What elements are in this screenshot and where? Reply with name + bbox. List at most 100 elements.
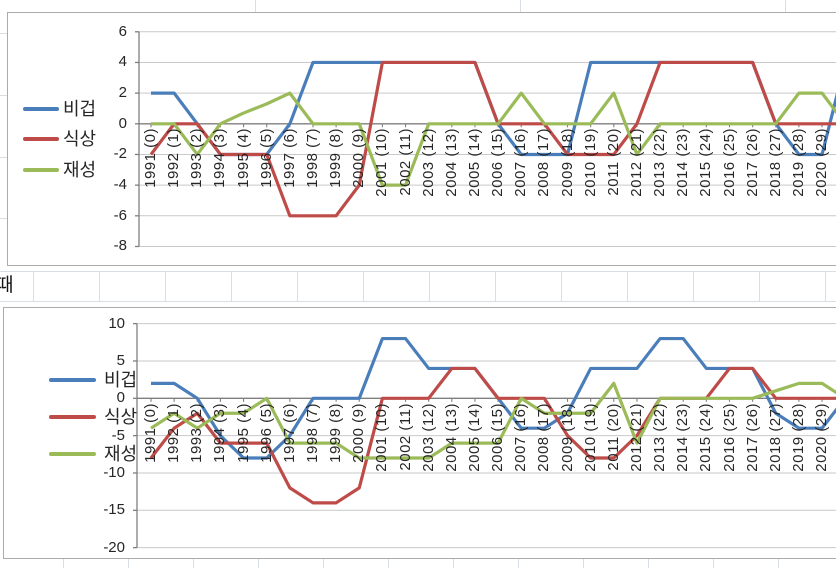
- y-axis-label: -15: [103, 501, 125, 519]
- sheet-gridline: [63, 559, 64, 568]
- sheet-gridline: [648, 559, 649, 568]
- sheet-gridline: [297, 271, 298, 301]
- y-axis-label: 5: [116, 351, 125, 369]
- sheet-gridline: [388, 559, 389, 568]
- x-axis-label: 2010 (19): [581, 128, 599, 198]
- x-axis-label: 1997 (6): [280, 128, 298, 189]
- x-axis-label: 2018 (27): [766, 128, 784, 198]
- sheet-cell-text[interactable]: 때: [0, 275, 14, 296]
- y-axis-label: -4: [113, 176, 127, 194]
- y-axis-label: 4: [118, 53, 127, 71]
- sheet-gridline: [0, 157, 7, 158]
- sheet-gridline: [627, 271, 628, 301]
- x-axis-label: 1991 (0): [142, 402, 159, 463]
- bottom-chart[interactable]: 10 5 0 -5 -10 -15 -20 1991 (0) 1992 (1) 1993 (2) 1…: [3, 307, 836, 559]
- sheet-gridline: [258, 559, 259, 568]
- legend-line-icon: [23, 168, 59, 172]
- x-axis-label: 2014 (23): [674, 402, 692, 472]
- sheet-gridline: [99, 271, 100, 301]
- y-axis-label: -8: [113, 237, 127, 255]
- x-axis-label: 2019 (28): [789, 402, 807, 472]
- y-axis-label: -10: [103, 463, 125, 481]
- x-axis-label: 2001 (10): [373, 402, 391, 472]
- sheet-gridline: [0, 271, 836, 272]
- sheet-gridline: [33, 271, 34, 301]
- x-axis-label: 2006 (15): [489, 402, 507, 472]
- x-axis-label: 2012 (21): [627, 128, 645, 198]
- x-axis-label: 2003 (12): [419, 402, 437, 472]
- legend-label: 비겁: [63, 99, 97, 119]
- x-axis-label: 1993 (2): [188, 128, 206, 189]
- x-axis-label: 2017 (26): [743, 128, 761, 198]
- x-axis-label: 2014 (23): [674, 128, 692, 198]
- x-axis-label: 2020 (29): [813, 402, 831, 472]
- sheet-gridline: [128, 559, 129, 568]
- x-axis-label: 2018 (27): [766, 402, 784, 472]
- legend-line-icon: [49, 378, 96, 382]
- plot-area: [135, 31, 836, 248]
- sheet-gridline: [785, 0, 786, 12]
- x-axis-label: 2011 (20): [604, 402, 622, 471]
- sheet-gridline: [429, 271, 430, 301]
- top-chart[interactable]: 6 4 2 0 -2 -4 -6 -8 1991 (0) 1992 (1) 1993 (2) 1994…: [7, 12, 836, 266]
- y-axis-label: -6: [113, 206, 127, 224]
- x-axis-label: 1995 (4): [234, 128, 252, 189]
- legend-line-icon: [23, 137, 59, 141]
- x-axis-label: 2001 (10): [373, 128, 391, 198]
- y-axis-label: -5: [111, 426, 125, 444]
- sheet-gridline: [255, 0, 256, 12]
- sheet-gridline: [693, 271, 694, 301]
- x-axis-label: 1994 (3): [211, 128, 229, 189]
- x-axis-label: 2002 (11): [396, 402, 414, 471]
- x-axis-label: 2000 (9): [350, 402, 368, 463]
- x-axis-label: 2005 (14): [465, 128, 483, 198]
- x-axis-label: 2011 (20): [604, 128, 622, 196]
- y-axis-label: 2: [118, 84, 127, 102]
- x-axis-label: 2013 (22): [651, 128, 669, 198]
- x-axis-label: 2003 (12): [419, 128, 437, 198]
- x-axis-label: 1998 (7): [303, 128, 321, 189]
- y-axis-label: 6: [118, 22, 127, 40]
- x-axis-label: 1992 (1): [165, 402, 183, 463]
- sheet-gridline: [0, 218, 7, 219]
- x-axis-label: 2008 (17): [535, 402, 553, 472]
- x-axis-label: 2006 (15): [489, 128, 507, 198]
- sheet-gridline: [165, 271, 166, 301]
- x-axis-label: 2008 (17): [535, 128, 553, 198]
- series-line-siksang[interactable]: [149, 366, 836, 505]
- y-axis-label: 0: [118, 114, 127, 132]
- sheet-gridline: [363, 271, 364, 301]
- legend-label: 식상: [104, 407, 138, 427]
- x-axis-label: 2004 (13): [442, 402, 460, 472]
- x-axis-label: 2009 (18): [558, 402, 576, 472]
- x-axis-label: 1997 (6): [280, 402, 298, 463]
- sheet-gridline: [495, 271, 496, 301]
- legend-label: 재성: [104, 444, 138, 464]
- sheet-gridline: [825, 271, 826, 301]
- x-axis-label: 1996 (5): [257, 128, 275, 189]
- plot-area: [133, 322, 836, 549]
- x-axis-label: 2016 (25): [720, 402, 738, 472]
- series-line-jaeseong[interactable]: [150, 381, 836, 460]
- sheet-gridline: [231, 271, 232, 301]
- sheet-gridline: [583, 559, 584, 568]
- x-axis-label: 2000 (9): [350, 128, 368, 189]
- sheet-gridline: [0, 301, 836, 302]
- y-axis-label: -20: [103, 538, 125, 556]
- sheet-gridline: [0, 33, 7, 34]
- x-axis-label: 1995 (4): [234, 402, 252, 463]
- series-line-jaeseong[interactable]: [151, 91, 836, 187]
- x-axis-label: 2002 (11): [396, 128, 414, 196]
- x-axis-label: 1999 (8): [327, 402, 345, 463]
- sheet-gridline: [759, 271, 760, 301]
- x-axis-label: 2010 (19): [581, 402, 599, 472]
- y-axis-label: 10: [108, 314, 125, 332]
- x-axis-label: 1991 (0): [142, 128, 159, 189]
- legend-line-icon: [23, 107, 59, 111]
- legend-label: 재성: [63, 160, 97, 180]
- x-axis-label: 2015 (24): [697, 402, 715, 472]
- x-axis-label: 2015 (24): [697, 128, 715, 198]
- sheet-gridline: [453, 559, 454, 568]
- legend-line-icon: [49, 452, 96, 456]
